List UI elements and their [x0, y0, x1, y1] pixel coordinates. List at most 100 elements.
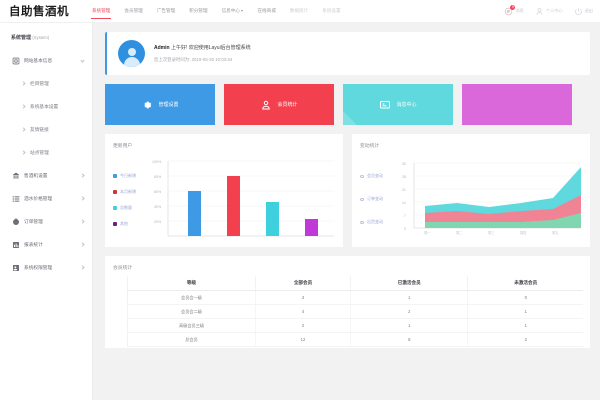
svg-text:35: 35 — [402, 162, 406, 166]
sidebar-item-label: 酒水价格管理 — [24, 195, 53, 201]
chevron-icon — [80, 219, 85, 224]
top-right-actions: 9 消息 个人中心 退出 — [504, 4, 600, 16]
legend-swatch — [360, 174, 364, 178]
sidebar-item-website-info[interactable]: 网站基本信息 — [0, 49, 92, 72]
topnav-label: 积分管理 — [189, 8, 208, 13]
greeting-message: 上午好! 欢迎使用Layui后台管理系统 — [170, 45, 251, 51]
svg-text:周一: 周一 — [424, 230, 431, 235]
cell-total: 2 — [255, 318, 351, 333]
greeting-panel: Admin 上午好! 欢迎使用Layui后台管理系统 您上次登录时间为: 201… — [105, 32, 590, 75]
sidebar-item-price-manage[interactable]: 酒水价格管理 — [0, 187, 92, 210]
topnav-item-member[interactable]: 会员管理 — [117, 6, 149, 16]
area-chart-panel: 变动统计 会员变动 订单变动 出货变动 — [352, 134, 590, 247]
table-header-row: 等级 全部会员 已激活会员 未激活会员 — [126, 276, 583, 291]
stat-card-message[interactable]: 消息中心 — [343, 84, 453, 125]
chevron-icon — [80, 265, 85, 270]
svg-text:7: 7 — [404, 214, 406, 218]
cell-level: 会员会一级 — [126, 290, 257, 305]
greeting-text: Admin 上午好! 欢迎使用Layui后台管理系统 您上次登录时间为: 201… — [154, 44, 251, 63]
svg-text:14: 14 — [402, 201, 406, 205]
message-label: 消息 — [515, 8, 524, 13]
sidebar-item-permissions[interactable]: 系统权限管理 — [0, 256, 92, 279]
bar-chart-panel: 更新用户 今日新增 本月新增 总数量 — [105, 134, 343, 247]
sidebar-item-columns[interactable]: 栏目管理 — [0, 72, 92, 95]
top-nav: 系统管理 会员管理 广告管理 积分管理 信息中心 在线商城 数据统计 系统设置 — [85, 6, 348, 19]
topnav-item-settings[interactable]: 系统设置 — [315, 6, 347, 16]
member-stats-panel: 会员统计 等级 全部会员 已激活会员 未激活会员 会员会一级 3 1 0 — [105, 256, 590, 348]
topnav-item-system[interactable]: 系统管理 — [85, 6, 117, 19]
greeting-username: Admin — [154, 45, 170, 51]
legend-swatch — [113, 190, 117, 194]
cell-activated: 1 — [350, 290, 469, 305]
sidebar-item-label: 售酒机设置 — [24, 172, 48, 178]
topnav-item-shop[interactable]: 在线商城 — [250, 6, 282, 16]
cell-inactive: 1 — [467, 304, 583, 319]
chart-row: 更新用户 今日新增 本月新增 总数量 — [105, 134, 600, 247]
machine-icon — [11, 171, 20, 180]
logout-button[interactable]: 退出 — [574, 7, 593, 16]
stat-card-extra[interactable] — [462, 84, 572, 125]
sidebar-item-label: 系统权限管理 — [24, 264, 53, 270]
stat-card-label: 消息中心 — [396, 102, 417, 108]
user-icon — [535, 7, 544, 16]
sidebar-item-label: 系统基本设置 — [30, 103, 59, 109]
svg-text:40%: 40% — [154, 205, 162, 209]
stat-card-settings[interactable]: 管理设置 — [105, 84, 215, 125]
profile-label: 个人中心 — [545, 8, 563, 13]
svg-text:周五: 周五 — [552, 230, 559, 235]
legend-label: 出货变动 — [367, 219, 383, 224]
sidebar-item-label: 栏目管理 — [30, 80, 49, 86]
topnav-item-ads[interactable]: 广告管理 — [150, 6, 182, 16]
sidebar-item-label: 友情链接 — [30, 126, 49, 132]
avatar — [118, 40, 145, 67]
sidebar-item-site-manage[interactable]: 站点管理 — [0, 141, 92, 164]
chevron-right-icon — [21, 104, 26, 109]
topnav-label: 数据统计 — [289, 8, 309, 13]
svg-text:周三: 周三 — [488, 230, 494, 235]
topnav-item-info-center[interactable]: 信息中心 — [215, 6, 251, 16]
chevron-icon — [80, 58, 85, 63]
legend-item: 其他 — [113, 221, 150, 227]
sidebar-item-basic-settings[interactable]: 系统基本设置 — [0, 95, 92, 118]
sidebar-item-label: 报表统计 — [24, 241, 43, 247]
legend-label: 今日新增 — [120, 173, 136, 178]
gear-icon — [141, 99, 153, 111]
topnav-label: 系统管理 — [92, 8, 111, 13]
svg-text:周二: 周二 — [456, 230, 462, 235]
cell-total: 12 — [255, 332, 351, 347]
column-header-activated: 已激活会员 — [350, 276, 469, 291]
legend-item: 出货变动 — [360, 219, 397, 225]
bar-chart-legend: 今日新增 本月新增 总数量 其他 — [113, 153, 150, 245]
chevron-right-icon — [21, 127, 26, 132]
legend-swatch — [360, 220, 364, 224]
brand-logo: 自助售酒机 — [9, 6, 69, 18]
topnav-item-statistics[interactable]: 数据统计 — [283, 6, 315, 16]
area-chart-plot: 35 28 21 14 7 0 — [397, 153, 583, 245]
stat-card-member[interactable]: 会员统计 — [224, 84, 334, 125]
legend-item: 本月新增 — [113, 189, 150, 195]
profile-button[interactable]: 个人中心 — [535, 7, 563, 16]
chevron-icon — [80, 196, 85, 201]
legend-label: 其他 — [120, 221, 128, 226]
svg-text:100%: 100% — [152, 160, 162, 164]
cell-level: 总会员 — [126, 332, 257, 347]
sidebar-item-links[interactable]: 友情链接 — [0, 118, 92, 141]
chevron-down-icon — [241, 9, 244, 12]
sidebar-item-label: 网站基本信息 — [24, 57, 53, 63]
stat-card-row: 管理设置 会员统计 消息中心 — [105, 84, 600, 125]
settings-icon — [11, 56, 20, 65]
cell-inactive: 1 — [467, 318, 583, 333]
message-button[interactable]: 9 消息 — [504, 4, 524, 16]
topnav-item-points[interactable]: 积分管理 — [182, 6, 214, 16]
power-icon — [574, 7, 583, 16]
cell-inactive: 2 — [467, 332, 583, 347]
chevron-right-icon — [21, 150, 26, 155]
cell-level: 会员会二级 — [126, 304, 257, 319]
sidebar-item-machine-settings[interactable]: 售酒机设置 — [0, 164, 92, 187]
chevron-icon — [80, 242, 85, 247]
sidebar-item-orders[interactable]: 订单管理 — [0, 210, 92, 233]
message-icon — [504, 7, 513, 16]
sidebar-item-reports[interactable]: 报表统计 — [0, 233, 92, 256]
legend-label: 总数量 — [120, 205, 132, 210]
report-icon — [11, 240, 20, 249]
